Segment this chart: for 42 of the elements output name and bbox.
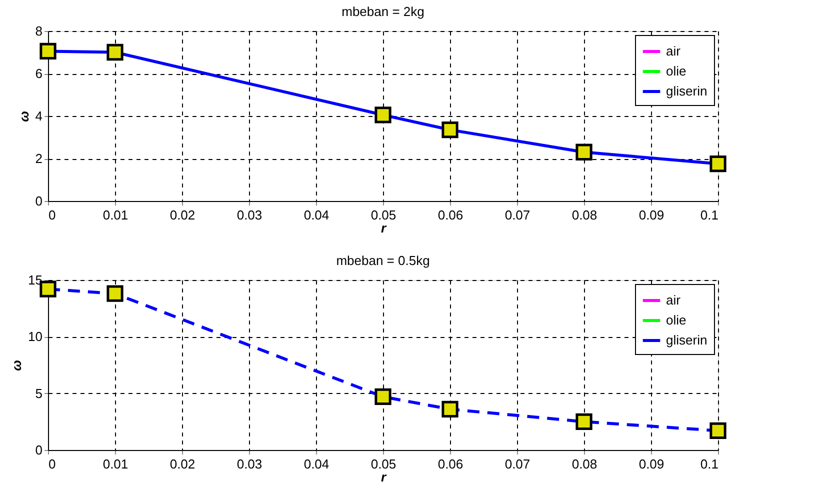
chart-title: mbeban = 0.5kg bbox=[336, 253, 430, 268]
x-tick-label: 0.07 bbox=[504, 456, 530, 472]
y-axis-title: ω bbox=[16, 110, 32, 122]
y-tick-label: 5 bbox=[35, 386, 42, 401]
x-tick-label: 0.04 bbox=[304, 208, 330, 222]
x-tick-label: 0.08 bbox=[572, 208, 598, 222]
x-tick-label: 0.1 bbox=[700, 456, 718, 472]
x-axis-title: r bbox=[380, 470, 387, 484]
x-tick-label: 0.09 bbox=[638, 208, 664, 222]
x-axis-title: r bbox=[380, 220, 387, 236]
x-tick-label: 0.06 bbox=[438, 208, 464, 222]
x-tick-label: 0.1 bbox=[700, 208, 718, 222]
legend-label: gliserin bbox=[666, 332, 708, 348]
x-tick-label: 0.05 bbox=[370, 208, 396, 222]
x-tick-label: 0.08 bbox=[572, 456, 598, 472]
y-tick-label: 8 bbox=[35, 24, 42, 38]
y-axis-title: ω bbox=[9, 360, 24, 371]
legend-label: air bbox=[666, 292, 682, 308]
x-tick-label: 0 bbox=[48, 208, 56, 222]
x-tick-label: 0.07 bbox=[504, 208, 530, 222]
y-tick-label: 10 bbox=[28, 329, 42, 344]
x-tick-label: 0.03 bbox=[236, 456, 262, 472]
x-tick-label: 0.01 bbox=[102, 208, 128, 222]
y-tick-label: 6 bbox=[35, 66, 42, 81]
y-tick-label: 0 bbox=[35, 442, 42, 458]
x-tick-label: 0.03 bbox=[236, 208, 262, 222]
legend-label: olie bbox=[666, 312, 686, 328]
y-tick-label: 0 bbox=[35, 194, 42, 208]
legend-label: gliserin bbox=[666, 84, 708, 98]
y-tick-label: 2 bbox=[35, 151, 42, 166]
legend-label: air bbox=[666, 44, 682, 58]
x-tick-label: 0.09 bbox=[638, 456, 664, 472]
x-tick-label: 0 bbox=[48, 456, 56, 472]
x-tick-label: 0.01 bbox=[102, 456, 128, 472]
x-tick-label: 0.02 bbox=[170, 456, 196, 472]
legend-label: olie bbox=[666, 64, 686, 78]
x-tick-label: 0.05 bbox=[370, 456, 396, 472]
x-tick-label: 0.04 bbox=[304, 456, 330, 472]
x-tick-label: 0.02 bbox=[170, 208, 196, 222]
chart-title: mbeban = 2kg bbox=[342, 4, 424, 19]
y-tick-label: 4 bbox=[35, 108, 42, 124]
x-tick-label: 0.06 bbox=[438, 456, 464, 472]
